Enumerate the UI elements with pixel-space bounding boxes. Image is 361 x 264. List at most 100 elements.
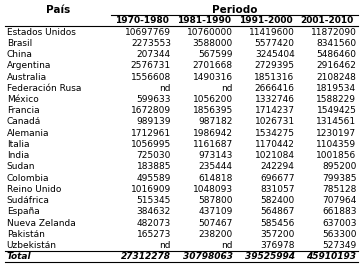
Text: 1981-1990: 1981-1990 <box>177 16 231 25</box>
Text: 1001856: 1001856 <box>316 151 356 160</box>
Text: 725030: 725030 <box>136 151 171 160</box>
Text: 527349: 527349 <box>322 241 356 250</box>
Text: nd: nd <box>160 84 171 93</box>
Text: 10760000: 10760000 <box>187 27 233 37</box>
Text: 707964: 707964 <box>322 196 356 205</box>
Text: México: México <box>7 95 38 104</box>
Text: nd: nd <box>221 241 233 250</box>
Text: 785128: 785128 <box>322 185 356 194</box>
Text: 1970-1980: 1970-1980 <box>115 16 169 25</box>
Text: Uzbekistán: Uzbekistán <box>7 241 57 250</box>
Text: 696677: 696677 <box>260 174 295 183</box>
Text: China: China <box>7 50 32 59</box>
Text: 1672809: 1672809 <box>131 106 171 115</box>
Text: 2001-2010: 2001-2010 <box>301 16 354 25</box>
Text: Total: Total <box>7 252 31 261</box>
Text: Canadá: Canadá <box>7 117 41 126</box>
Text: Sudan: Sudan <box>7 162 35 171</box>
Text: 2273553: 2273553 <box>131 39 171 48</box>
Text: Italia: Italia <box>7 140 29 149</box>
Text: 437109: 437109 <box>199 207 233 216</box>
Text: 384632: 384632 <box>137 207 171 216</box>
Text: 45910193: 45910193 <box>306 252 356 261</box>
Text: 1986942: 1986942 <box>193 129 233 138</box>
Text: 1534275: 1534275 <box>255 129 295 138</box>
Text: 235444: 235444 <box>199 162 233 171</box>
Text: Colombia: Colombia <box>7 174 49 183</box>
Text: España: España <box>7 207 39 216</box>
Text: 1549425: 1549425 <box>317 106 356 115</box>
Text: 1021084: 1021084 <box>255 151 295 160</box>
Text: 1048093: 1048093 <box>193 185 233 194</box>
Text: Estados Unidos: Estados Unidos <box>7 27 75 37</box>
Text: 799385: 799385 <box>322 174 356 183</box>
Text: 599633: 599633 <box>136 95 171 104</box>
Text: 564867: 564867 <box>260 207 295 216</box>
Text: 207344: 207344 <box>137 50 171 59</box>
Text: 1104359: 1104359 <box>316 140 356 149</box>
Text: 238200: 238200 <box>199 230 233 239</box>
Text: 39525994: 39525994 <box>245 252 295 261</box>
Text: 1314561: 1314561 <box>316 117 356 126</box>
Text: 1026731: 1026731 <box>255 117 295 126</box>
Text: 515345: 515345 <box>136 196 171 205</box>
Text: 1991-2000: 1991-2000 <box>239 16 292 25</box>
Text: 1161687: 1161687 <box>192 140 233 149</box>
Text: nd: nd <box>221 84 233 93</box>
Text: 1016909: 1016909 <box>131 185 171 194</box>
Text: 242294: 242294 <box>261 162 295 171</box>
Text: Reino Unido: Reino Unido <box>7 185 61 194</box>
Text: 495589: 495589 <box>136 174 171 183</box>
Text: 11872090: 11872090 <box>310 27 356 37</box>
Text: 1230197: 1230197 <box>316 129 356 138</box>
Text: 2916462: 2916462 <box>317 61 356 70</box>
Text: 5486460: 5486460 <box>317 50 356 59</box>
Text: 831057: 831057 <box>260 185 295 194</box>
Text: 2701668: 2701668 <box>193 61 233 70</box>
Text: 1056995: 1056995 <box>131 140 171 149</box>
Text: 567599: 567599 <box>198 50 233 59</box>
Text: 2729395: 2729395 <box>255 61 295 70</box>
Text: 165273: 165273 <box>136 230 171 239</box>
Text: Periodo: Periodo <box>212 4 257 15</box>
Text: India: India <box>7 151 29 160</box>
Text: 3588000: 3588000 <box>192 39 233 48</box>
Text: 30798063: 30798063 <box>183 252 233 261</box>
Text: Brasil: Brasil <box>7 39 32 48</box>
Text: Australia: Australia <box>7 73 47 82</box>
Text: 2666416: 2666416 <box>255 84 295 93</box>
Text: 614818: 614818 <box>199 174 233 183</box>
Text: 895200: 895200 <box>322 162 356 171</box>
Text: 507467: 507467 <box>199 219 233 228</box>
Text: 1588229: 1588229 <box>317 95 356 104</box>
Text: País: País <box>46 4 70 15</box>
Text: Francia: Francia <box>7 106 39 115</box>
Text: 3245404: 3245404 <box>255 50 295 59</box>
Text: nd: nd <box>160 241 171 250</box>
Text: Pakistán: Pakistán <box>7 230 44 239</box>
Text: 5577420: 5577420 <box>255 39 295 48</box>
Text: Nueva Zelanda: Nueva Zelanda <box>7 219 75 228</box>
Text: 8341560: 8341560 <box>316 39 356 48</box>
Text: 1332746: 1332746 <box>255 95 295 104</box>
Text: 2576731: 2576731 <box>131 61 171 70</box>
Text: 27312278: 27312278 <box>121 252 171 261</box>
Text: 989139: 989139 <box>136 117 171 126</box>
Text: 661883: 661883 <box>322 207 356 216</box>
Text: 1856395: 1856395 <box>192 106 233 115</box>
Text: 2108248: 2108248 <box>317 73 356 82</box>
Text: 585456: 585456 <box>260 219 295 228</box>
Text: 10697769: 10697769 <box>125 27 171 37</box>
Text: Alemania: Alemania <box>7 129 49 138</box>
Text: 563300: 563300 <box>322 230 356 239</box>
Text: 376978: 376978 <box>260 241 295 250</box>
Text: Argentina: Argentina <box>7 61 51 70</box>
Text: 637003: 637003 <box>322 219 356 228</box>
Text: 973143: 973143 <box>199 151 233 160</box>
Text: Federación Rusa: Federación Rusa <box>7 84 81 93</box>
Text: 1056200: 1056200 <box>193 95 233 104</box>
Text: 1556608: 1556608 <box>131 73 171 82</box>
Text: 357200: 357200 <box>260 230 295 239</box>
Text: 1714237: 1714237 <box>255 106 295 115</box>
Text: 183885: 183885 <box>136 162 171 171</box>
